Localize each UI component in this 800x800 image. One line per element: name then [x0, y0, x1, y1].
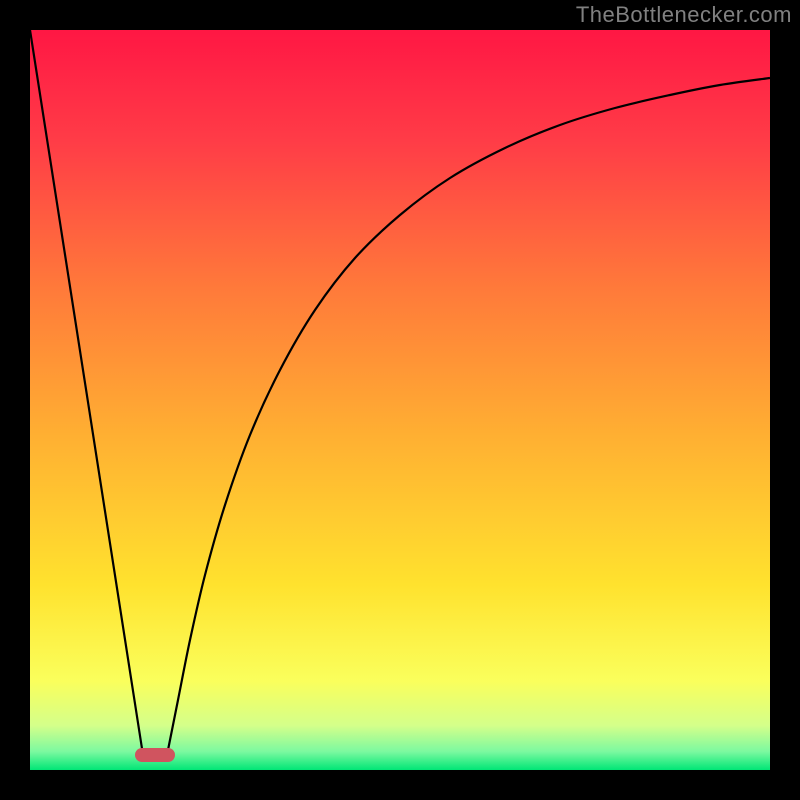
bottleneck-chart [0, 0, 800, 800]
chart-container: TheBottlenecker.com [0, 0, 800, 800]
watermark-text: TheBottlenecker.com [576, 2, 792, 28]
valley-marker [135, 748, 175, 762]
plot-background [30, 30, 770, 770]
